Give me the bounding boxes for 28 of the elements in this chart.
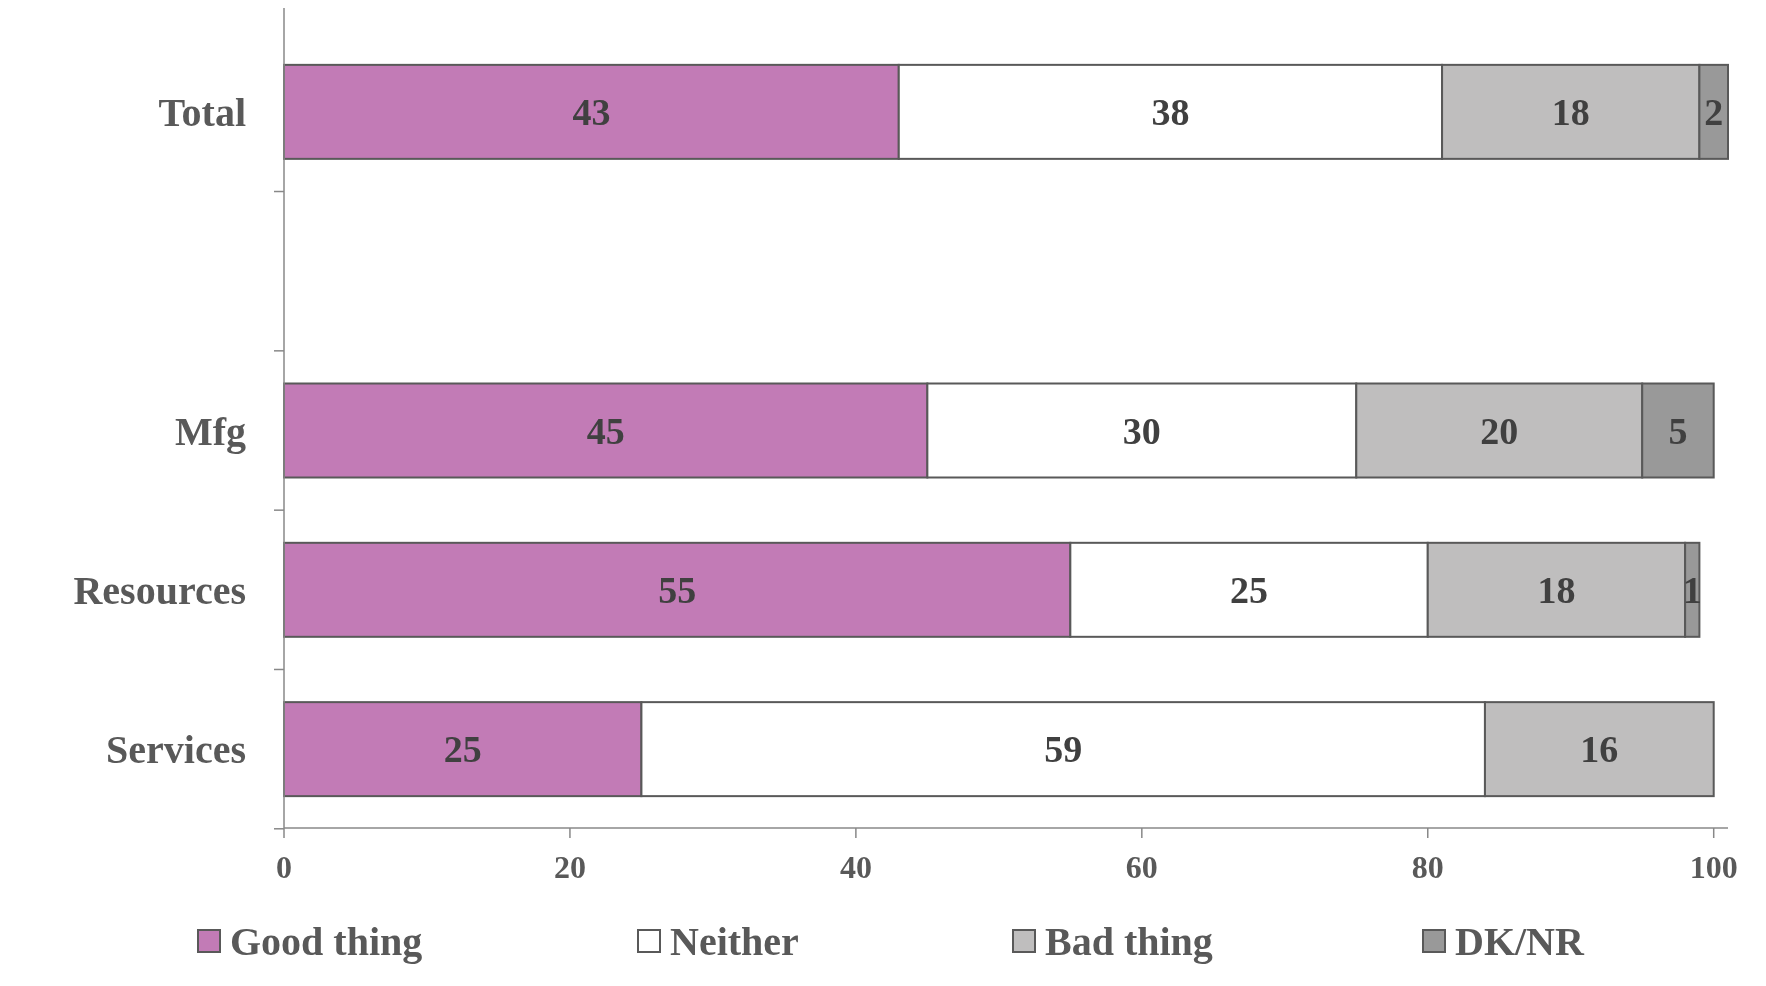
data-label: 18 [1551,91,1590,134]
data-label: 18 [1537,569,1576,612]
data-label: 25 [443,728,482,771]
data-label: 55 [658,569,697,612]
data-label: 43 [572,91,611,134]
x-tick-label: 40 [839,849,872,885]
data-label: 5 [1668,409,1688,452]
y-tick-label: Services [106,727,246,773]
data-label: 20 [1480,409,1519,452]
data-label: 30 [1122,409,1161,452]
data-label: 25 [1230,569,1269,612]
legend-label: Bad thing [1045,919,1213,964]
data-label: 2 [1704,91,1724,134]
legend-label: Neither [670,919,799,964]
x-tick-label: 80 [1411,849,1444,885]
legend-label: Good thing [230,919,423,964]
data-label: 16 [1580,728,1619,771]
y-tick-label: Resources [73,567,246,613]
data-label: 38 [1151,91,1190,134]
y-tick-label: Total [158,89,246,135]
legend-label: DK/NR [1455,919,1585,964]
x-tick-label: 60 [1125,849,1158,885]
data-label: 45 [586,409,625,452]
data-label: 59 [1044,728,1083,771]
y-tick-label: Mfg [174,408,246,454]
x-tick-label: 100 [1689,849,1738,885]
x-tick-label: 20 [553,849,586,885]
x-tick-label: 0 [276,849,292,885]
